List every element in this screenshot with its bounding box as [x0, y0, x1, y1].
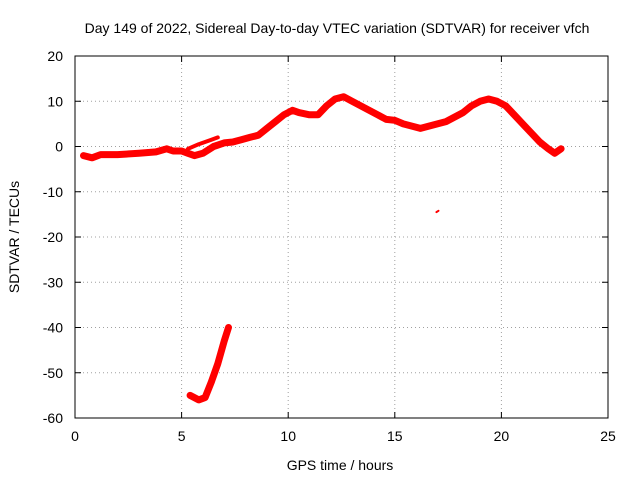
x-axis-label: GPS time / hours — [287, 457, 394, 473]
y-tick-label: -50 — [43, 365, 63, 381]
y-tick-label: -30 — [43, 274, 63, 290]
series-isolated-point — [435, 209, 440, 214]
data-series — [80, 93, 565, 404]
y-tick-label: 0 — [55, 139, 63, 155]
y-tick-label: 10 — [47, 93, 63, 109]
y-tick-label: -60 — [43, 410, 63, 426]
y-tick-label: -10 — [43, 184, 63, 200]
x-tick-labels: 0 5 10 15 20 25 — [71, 428, 616, 444]
y-tick-label: -20 — [43, 229, 63, 245]
grid-lines — [75, 56, 608, 418]
x-tick-label: 25 — [600, 428, 616, 444]
series-main-trace — [80, 93, 565, 162]
x-tick-label: 20 — [494, 428, 510, 444]
x-tick-label: 0 — [71, 428, 79, 444]
series-offset-trace — [186, 135, 220, 151]
y-tick-label: 20 — [47, 48, 63, 64]
plot-frame — [74, 55, 609, 419]
series-outlier-arc — [186, 324, 232, 404]
y-tick-label: -40 — [43, 320, 63, 336]
y-axis-label: SDTVAR / TECUs — [6, 181, 22, 293]
x-tick-label: 5 — [178, 428, 186, 444]
x-tick-label: 10 — [280, 428, 296, 444]
chart-title: Day 149 of 2022, Sidereal Day-to-day VTE… — [85, 20, 590, 36]
y-tick-labels: -60 -50 -40 -30 -20 -10 0 10 20 — [43, 48, 63, 426]
x-tick-label: 15 — [387, 428, 403, 444]
axis-ticks — [74, 55, 609, 419]
